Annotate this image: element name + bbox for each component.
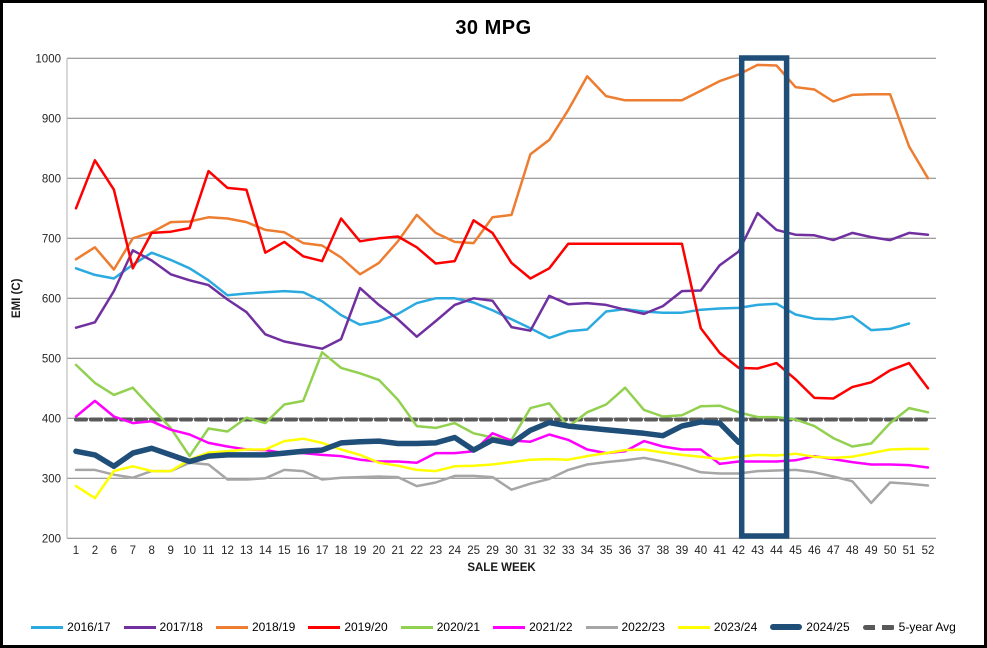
legend-swatch-2021-22 <box>493 625 526 629</box>
legend-label: 2018/19 <box>251 620 296 634</box>
legend-swatch-2024-25 <box>770 624 803 630</box>
legend-label: 5-year Avg <box>898 620 956 634</box>
x-tick-label-19: 19 <box>354 545 367 557</box>
series-line-2022-23 <box>74 456 930 505</box>
x-tick-label-1: 1 <box>73 545 79 557</box>
legend-item-2019-20: 2019/20 <box>308 620 388 634</box>
series-line-2018-19 <box>74 63 930 276</box>
legend-item-2018-19: 2018/19 <box>215 620 296 634</box>
series-line-2019-20 <box>74 159 930 400</box>
x-tick-label-6: 6 <box>111 545 117 557</box>
y-tick-label-500: 500 <box>42 353 61 365</box>
legend-label: 2022/23 <box>621 620 665 634</box>
y-tick-label-400: 400 <box>42 413 61 425</box>
y-tick-label-1000: 1000 <box>35 53 61 65</box>
x-tick-label-15: 15 <box>278 545 291 557</box>
y-tick-label-200: 200 <box>42 533 61 545</box>
x-tick-label-51: 51 <box>903 545 916 557</box>
x-tick-label-36: 36 <box>619 545 632 557</box>
x-tick-label-48: 48 <box>846 545 859 557</box>
x-tick-label-17: 17 <box>316 545 329 557</box>
x-tick-label-37: 37 <box>638 545 651 557</box>
x-tick-label-10: 10 <box>183 545 196 557</box>
legend-label: 2019/20 <box>344 620 388 634</box>
series-line-2017-18 <box>74 211 930 350</box>
x-tick-label-52: 52 <box>922 545 935 557</box>
highlight-box-weeks-42-44 <box>738 55 790 539</box>
legend-swatch-2022-23 <box>585 625 618 629</box>
x-tick-label-38: 38 <box>657 545 670 557</box>
y-tick-label-300: 300 <box>42 473 61 485</box>
x-tick-label-40: 40 <box>694 545 707 557</box>
legend-swatch-2018-19 <box>215 625 248 629</box>
x-tick-label-16: 16 <box>297 545 310 557</box>
legend-swatch-2020-21 <box>400 625 433 629</box>
x-tick-label-9: 9 <box>167 545 173 557</box>
legend-swatch-2017-18 <box>123 625 156 629</box>
series-line-2023-24 <box>74 437 930 500</box>
x-tick-label-39: 39 <box>675 545 688 557</box>
legend-swatch-2019-20 <box>308 625 341 629</box>
x-tick-label-46: 46 <box>808 545 821 557</box>
legend-item-2021-22: 2021/22 <box>493 620 573 634</box>
legend-item-5-year-Avg: 5-year Avg <box>862 620 956 634</box>
x-tick-label-41: 41 <box>713 545 726 557</box>
x-tick-label-33: 33 <box>562 545 575 557</box>
legend-item-2023-24: 2023/24 <box>677 620 758 634</box>
x-tick-label-21: 21 <box>391 545 404 557</box>
x-tick-label-2: 2 <box>92 545 98 557</box>
legend-label: 2021/22 <box>529 620 573 634</box>
legend-swatch-2016-17 <box>31 625 64 629</box>
x-axis-title: SALE WEEK <box>467 562 536 574</box>
legend-item-2022-23: 2022/23 <box>585 620 665 634</box>
series-line-2024-25 <box>73 419 742 470</box>
x-tick-label-11: 11 <box>203 545 215 557</box>
x-tick-label-32: 32 <box>543 545 556 557</box>
legend-item-2020-21: 2020/21 <box>400 620 481 634</box>
legend-item-2016-17: 2016/17 <box>31 620 111 634</box>
legend-swatch-5-year-Avg <box>862 624 895 630</box>
legend-label: 2016/17 <box>67 620 111 634</box>
x-tick-label-47: 47 <box>827 545 840 557</box>
legend-item-2024-25: 2024/25 <box>770 620 850 634</box>
legend-label: 2023/24 <box>713 620 758 634</box>
x-tick-label-14: 14 <box>259 545 272 557</box>
y-tick-label-900: 900 <box>42 113 61 125</box>
y-tick-label-700: 700 <box>42 233 61 245</box>
legend-label: 2017/18 <box>159 620 203 634</box>
x-tick-label-44: 44 <box>770 545 783 557</box>
chart-title: 30 MPG <box>455 17 532 39</box>
x-tick-label-49: 49 <box>865 545 878 557</box>
x-tick-label-42: 42 <box>732 545 745 557</box>
legend-label: 2024/25 <box>806 620 850 634</box>
x-tick-label-34: 34 <box>581 545 594 557</box>
x-tick-label-22: 22 <box>410 545 423 557</box>
x-tick-label-20: 20 <box>373 545 386 557</box>
x-tick-label-7: 7 <box>130 545 136 557</box>
x-tick-label-24: 24 <box>448 545 461 557</box>
x-tick-label-13: 13 <box>240 545 253 557</box>
y-axis-title: EMI (C) <box>11 278 23 318</box>
x-tick-label-23: 23 <box>429 545 442 557</box>
x-tick-label-25: 25 <box>467 545 480 557</box>
x-tick-label-12: 12 <box>221 545 234 557</box>
x-tick-label-50: 50 <box>884 545 897 557</box>
y-tick-label-800: 800 <box>42 173 61 185</box>
x-tick-label-8: 8 <box>149 545 155 557</box>
x-tick-label-43: 43 <box>751 545 764 557</box>
x-tick-label-31: 31 <box>524 545 537 557</box>
x-tick-label-18: 18 <box>335 545 348 557</box>
chart-legend: 2016/17 2017/18 2018/19 2019/20 2020/21 2021/… <box>11 615 976 639</box>
legend-label: 2020/21 <box>436 620 481 634</box>
legend-swatch-2023-24 <box>677 625 710 629</box>
x-tick-label-35: 35 <box>600 545 613 557</box>
y-tick-label-600: 600 <box>42 293 61 305</box>
x-tick-label-30: 30 <box>505 545 518 557</box>
series-line-2016-17 <box>74 251 911 340</box>
x-tick-label-45: 45 <box>789 545 802 557</box>
legend-item-2017-18: 2017/18 <box>123 620 203 634</box>
x-tick-label-29: 29 <box>486 545 499 557</box>
